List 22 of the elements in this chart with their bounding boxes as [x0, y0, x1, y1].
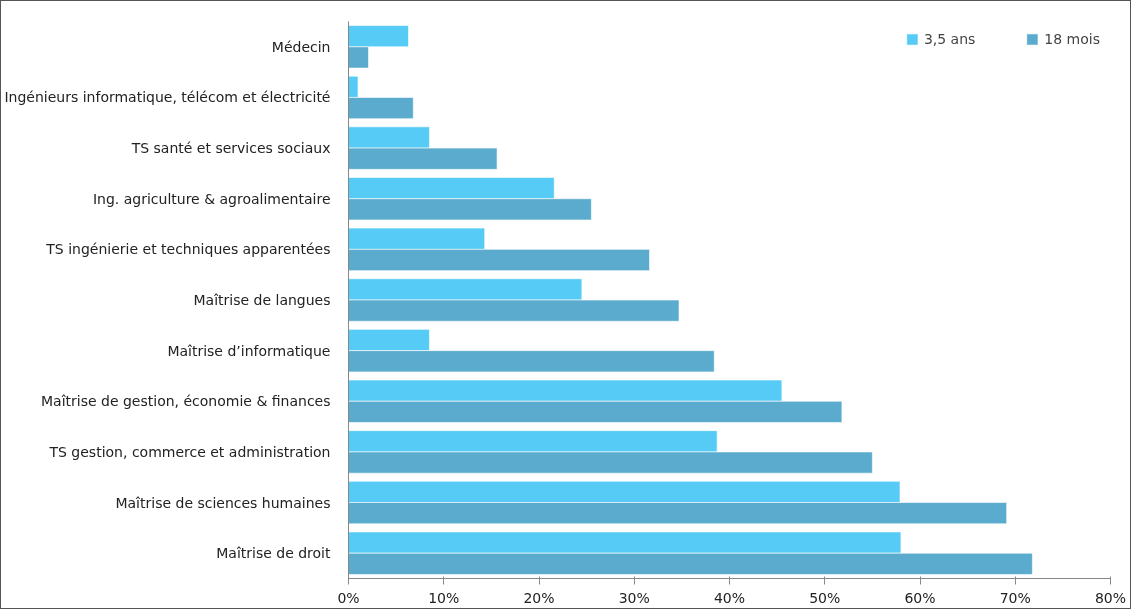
y-tick-label: Médecin	[271, 38, 331, 55]
legend-label: 18 mois	[1044, 31, 1100, 47]
x-tick-label: 0%	[337, 589, 360, 606]
x-tick-label: 10%	[428, 589, 460, 606]
y-tick-label: Maîtrise de sciences humaines	[115, 494, 331, 511]
y-tick-label: TS ingénierie et techniques apparentées	[45, 241, 331, 258]
y-tick-label: Maîtrise de droit	[216, 545, 332, 562]
y-tick-label: TS gestion, commerce et administration	[48, 443, 331, 460]
x-tick-label: 70%	[999, 589, 1031, 606]
y-tick-label: Maîtrise d’informatique	[167, 342, 331, 359]
legend-label: 3,5 ans	[923, 31, 976, 47]
y-tick-label: Ing. agriculture & agroalimentaire	[92, 190, 331, 207]
y-tick-label: Maîtrise de gestion, économie & finances	[40, 393, 331, 410]
y-tick-label: Ingénieurs informatique, télécom et électricité	[4, 89, 331, 106]
x-tick-label: 50%	[809, 589, 841, 606]
x-tick-label: 80%	[1094, 589, 1127, 606]
x-tick-label: 40%	[713, 589, 746, 606]
y-tick-label: TS santé et services sociaux	[130, 140, 331, 157]
x-tick-label: 20%	[523, 589, 555, 606]
x-tick-label: 60%	[904, 589, 936, 606]
x-tick-label: 30%	[618, 589, 650, 606]
y-tick-label: Maîtrise de langues	[193, 292, 331, 308]
